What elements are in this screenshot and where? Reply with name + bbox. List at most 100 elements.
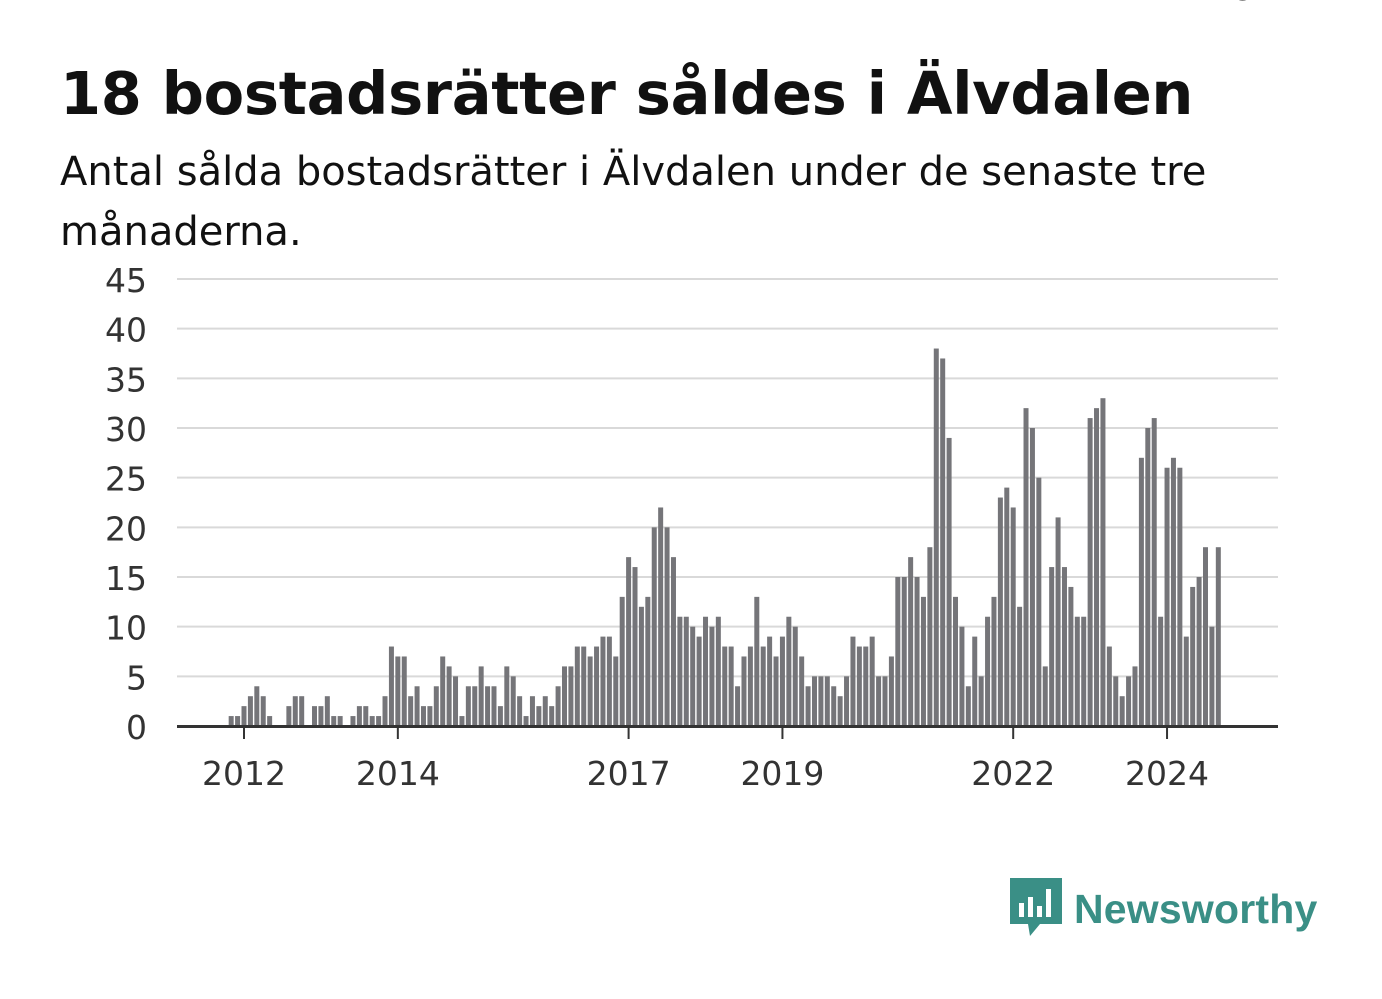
bar (235, 716, 241, 726)
bar (632, 567, 638, 726)
bar (767, 636, 773, 726)
y-tick-label: 30 (105, 410, 147, 449)
bar (523, 716, 529, 726)
bar (427, 706, 433, 726)
bar (1203, 547, 1208, 726)
bar (600, 636, 606, 726)
bar (324, 696, 330, 726)
bar (709, 626, 715, 726)
bar (408, 696, 414, 726)
bar (690, 626, 696, 726)
bar (536, 706, 542, 726)
axes (177, 725, 1278, 739)
bar (388, 646, 394, 726)
brand-name: Newsworthy (1074, 885, 1318, 932)
bar (1170, 457, 1176, 726)
bar (574, 646, 580, 726)
bar (318, 706, 324, 726)
bar (587, 656, 593, 726)
bar (818, 676, 824, 726)
bar (529, 696, 535, 726)
bar (959, 626, 965, 726)
bar (376, 716, 382, 726)
bar (414, 686, 420, 726)
bar (1068, 586, 1074, 726)
newsworthy-brand[interactable]: Newsworthy (1010, 878, 1318, 940)
bar (670, 557, 676, 726)
bar (895, 577, 901, 726)
bar (453, 676, 459, 726)
bar (1010, 507, 1016, 726)
bar (914, 577, 920, 726)
bar (1183, 636, 1189, 726)
bar (331, 716, 337, 726)
bar (247, 696, 253, 726)
bar (1138, 457, 1144, 726)
bar (420, 706, 426, 726)
bar (747, 646, 753, 726)
labels: 0 5 10 15 20 25 30 35 40 45 2012 2014 2017 2019 2022 20… (105, 0, 1254, 793)
bar (562, 666, 567, 726)
bar (991, 596, 997, 726)
y-tick-label: 35 (105, 360, 147, 399)
bar (517, 696, 523, 726)
bar (856, 646, 862, 726)
bar (869, 636, 875, 726)
bar (267, 716, 273, 726)
bar (1061, 567, 1067, 726)
bar (613, 656, 619, 726)
bar (677, 616, 683, 726)
bar (549, 706, 555, 726)
x-tick-label: 2022 (971, 754, 1055, 793)
bar (594, 646, 600, 726)
bar (844, 676, 850, 726)
bar (792, 626, 798, 726)
chart-subtitle: Antal sålda bostadsrätter i Älvdalen und… (60, 149, 1207, 255)
bar (728, 646, 734, 726)
bar (1029, 428, 1035, 726)
bar (1004, 487, 1010, 726)
bar (920, 596, 926, 726)
bar (997, 497, 1003, 726)
bar (459, 716, 465, 726)
bar (446, 666, 452, 726)
bar (1036, 477, 1042, 726)
bar (658, 507, 664, 726)
bar (638, 606, 644, 726)
bar (1081, 616, 1087, 726)
bar (779, 636, 785, 726)
bar (478, 666, 484, 726)
bar (1055, 517, 1061, 726)
bar (465, 686, 471, 726)
y-tick-label: 10 (105, 609, 147, 648)
bar (1042, 666, 1048, 726)
bar (786, 616, 792, 726)
bar (606, 636, 612, 726)
bar (1100, 398, 1106, 726)
bar (1049, 567, 1055, 726)
gridlines (177, 278, 1278, 678)
bar (1132, 666, 1138, 726)
bar (773, 656, 779, 726)
bar (863, 646, 869, 726)
bar (440, 656, 446, 726)
bar (497, 706, 503, 726)
bar (985, 616, 991, 726)
bar (876, 676, 882, 726)
bar (1215, 547, 1221, 726)
bar (1164, 467, 1170, 726)
bar (1209, 626, 1215, 726)
bar (722, 646, 728, 726)
bar (254, 686, 260, 726)
bar (286, 706, 292, 726)
x-tick-label: 2017 (587, 754, 671, 793)
bar (735, 686, 741, 726)
bars (228, 348, 1221, 726)
bar (837, 696, 843, 726)
bar (696, 636, 702, 726)
bar (946, 437, 952, 726)
bar (965, 686, 971, 726)
bar (1113, 676, 1119, 726)
bar (715, 616, 721, 726)
bar (1145, 428, 1151, 726)
